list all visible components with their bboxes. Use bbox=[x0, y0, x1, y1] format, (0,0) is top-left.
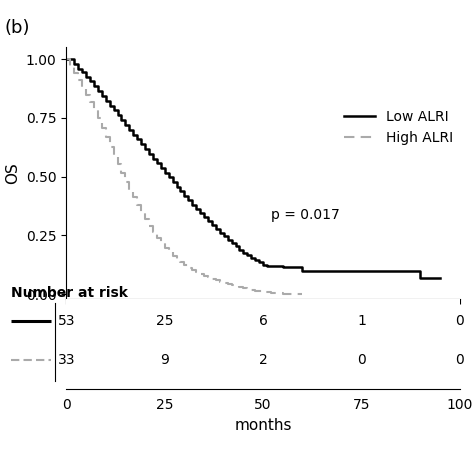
Text: 2: 2 bbox=[259, 353, 267, 367]
Text: 0: 0 bbox=[357, 353, 366, 367]
Text: 1: 1 bbox=[357, 314, 366, 328]
Text: 9: 9 bbox=[160, 353, 169, 367]
Text: Number at risk: Number at risk bbox=[11, 286, 128, 300]
Text: 0: 0 bbox=[456, 314, 464, 328]
Text: 33: 33 bbox=[58, 353, 75, 367]
X-axis label: months: months bbox=[234, 418, 292, 433]
Text: 53: 53 bbox=[58, 314, 75, 328]
Text: 0: 0 bbox=[456, 353, 464, 367]
Y-axis label: OS: OS bbox=[5, 162, 20, 184]
Legend: Low ALRI, High ALRI: Low ALRI, High ALRI bbox=[344, 109, 453, 145]
Text: 6: 6 bbox=[259, 314, 267, 328]
Text: p = 0.017: p = 0.017 bbox=[271, 208, 340, 222]
Text: (b): (b) bbox=[5, 19, 30, 37]
Text: 25: 25 bbox=[156, 314, 173, 328]
